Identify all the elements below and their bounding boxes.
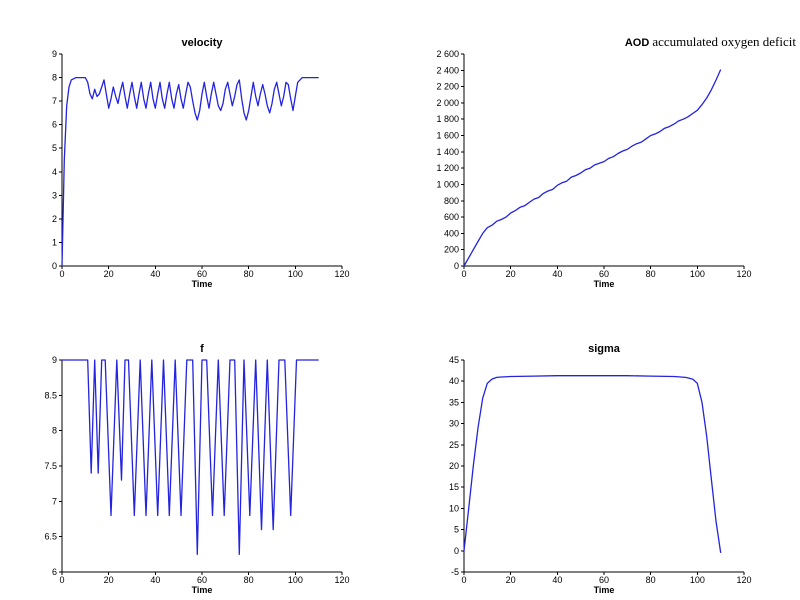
c1-x-tick-label-5: 100 [690, 269, 705, 279]
c0-x-tick-label-0: 0 [59, 269, 64, 279]
c1-x-tick-label-3: 60 [599, 269, 609, 279]
c1-y-tick-label-11: 2 200 [436, 82, 459, 92]
c0-x-tick-label-6: 120 [334, 269, 349, 279]
c1-y-tick-label-7: 1 400 [436, 147, 459, 157]
c1-x-tick-label-4: 80 [646, 269, 656, 279]
c0-y-tick-label-1: 1 [52, 237, 57, 247]
c1-y-tick-label-1: 200 [444, 245, 459, 255]
c0-x-tick-label-5: 100 [288, 269, 303, 279]
c0-x-tick-label-3: 60 [197, 269, 207, 279]
c3-y-tick-label-10: 45 [449, 355, 459, 365]
c1-y-tick-label-4: 800 [444, 196, 459, 206]
c2-y-tick-label-1: 6.5 [44, 532, 57, 542]
c2-y-tick-label-5: 8.5 [44, 390, 57, 400]
c0-y-tick-label-6: 6 [52, 120, 57, 130]
c2-x-tick-label-0: 0 [59, 575, 64, 585]
c3-y-tick-label-6: 25 [449, 440, 459, 450]
c2-x-tick-label-6: 120 [334, 575, 349, 585]
c3-y-tick-label-7: 30 [449, 419, 459, 429]
c0-series-line-0 [61, 76, 319, 267]
c1-y-tick-label-0: 0 [454, 261, 459, 271]
c0-y-tick-label-8: 8 [52, 73, 57, 83]
c3-x-tick-label-6: 120 [736, 575, 751, 585]
c2-y-tick-label-4: 8 [52, 426, 57, 436]
c3-x-axis-title: Time [594, 585, 615, 595]
c1-title: AOD [625, 37, 653, 49]
c0-y-tick-label-5: 5 [52, 143, 57, 153]
c1-y-tick-label-3: 600 [444, 212, 459, 222]
c2-x-tick-label-4: 80 [244, 575, 254, 585]
c1-y-tick-label-13: 2 600 [436, 49, 459, 59]
c1-x-axis-title: Time [594, 279, 615, 289]
c3-series-line-0 [463, 375, 722, 553]
c2-x-tick-label-3: 60 [197, 575, 207, 585]
c2-x-axis-title: Time [192, 585, 213, 595]
c0-x-tick-label-1: 20 [104, 269, 114, 279]
c0-y-tick-label-9: 9 [52, 49, 57, 59]
c0-y-tick-label-2: 2 [52, 214, 57, 224]
c1-y-tick-label-10: 2 000 [436, 98, 459, 108]
c1-x-tick-label-2: 40 [552, 269, 562, 279]
c3-y-tick-label-9: 40 [449, 376, 459, 386]
c1-y-tick-label-12: 2 400 [436, 65, 459, 75]
c0-y-tick-label-4: 4 [52, 167, 57, 177]
c0-y-tick-label-3: 3 [52, 190, 57, 200]
c1-y-tick-label-8: 1 600 [436, 131, 459, 141]
c0-y-tick-label-0: 0 [52, 261, 57, 271]
c0-x-tick-label-4: 80 [244, 269, 254, 279]
c2-y-tick-label-6: 9 [52, 355, 57, 365]
c3-y-tick-label-4: 15 [449, 482, 459, 492]
chart-f: 0 20 40 60 80 100 120 6 6.5 7 7.5 8 8.5 9 Time f [44, 343, 349, 595]
c3-x-tick-label-5: 100 [690, 575, 705, 585]
c3-y-tick-label-3: 10 [449, 503, 459, 513]
c3-x-tick-label-4: 80 [646, 575, 656, 585]
c2-y-tick-label-3: 7.5 [44, 461, 57, 471]
c1-y-tick-label-2: 400 [444, 228, 459, 238]
c1-subtitle: accumulated oxygen deficit [652, 34, 796, 49]
c3-y-tick-label-5: 20 [449, 461, 459, 471]
c0-x-axis-title: Time [192, 279, 213, 289]
c3-y-tick-label-2: 5 [454, 525, 459, 535]
c2-title: f [200, 343, 204, 355]
c2-series-line-0 [62, 359, 319, 555]
c0-x-tick-label-2: 40 [150, 269, 160, 279]
c3-y-tick-label-1: 0 [454, 546, 459, 556]
c3-y-tick-label-0: -5 [451, 567, 459, 577]
c1-y-tick-label-5: 1 000 [436, 179, 459, 189]
c2-x-tick-label-2: 40 [150, 575, 160, 585]
c2-y-tick-label-0: 6 [52, 567, 57, 577]
c1-x-tick-label-1: 20 [506, 269, 516, 279]
c3-x-tick-label-0: 0 [461, 575, 466, 585]
c3-x-tick-label-1: 20 [506, 575, 516, 585]
c1-x-tick-label-0: 0 [461, 269, 466, 279]
c0-y-tick-label-7: 7 [52, 96, 57, 106]
c2-x-tick-label-5: 100 [288, 575, 303, 585]
c3-y-tick-label-8: 35 [449, 397, 459, 407]
c2-y-tick-label-2: 7 [52, 496, 57, 506]
c1-title-group: AOD accumulated oxygen deficit [625, 34, 797, 49]
c3-x-tick-label-2: 40 [552, 575, 562, 585]
c1-series-line-0 [463, 69, 722, 267]
c3-title: sigma [588, 343, 621, 355]
c1-y-tick-label-9: 1 800 [436, 114, 459, 124]
c1-x-tick-label-6: 120 [736, 269, 751, 279]
c1-y-tick-label-6: 1 200 [436, 163, 459, 173]
c3-x-tick-label-3: 60 [599, 575, 609, 585]
c2-x-tick-label-1: 20 [104, 575, 114, 585]
chart-velocity: 0 20 40 60 80 100 120 0 1 2 3 4 5 6 7 8 9 Time velocity [52, 37, 350, 289]
c0-title: velocity [182, 37, 224, 49]
chart-aod: 0 20 40 60 80 100 120 0 200 400 600 800 1 000 1 200 1 … [436, 34, 797, 289]
